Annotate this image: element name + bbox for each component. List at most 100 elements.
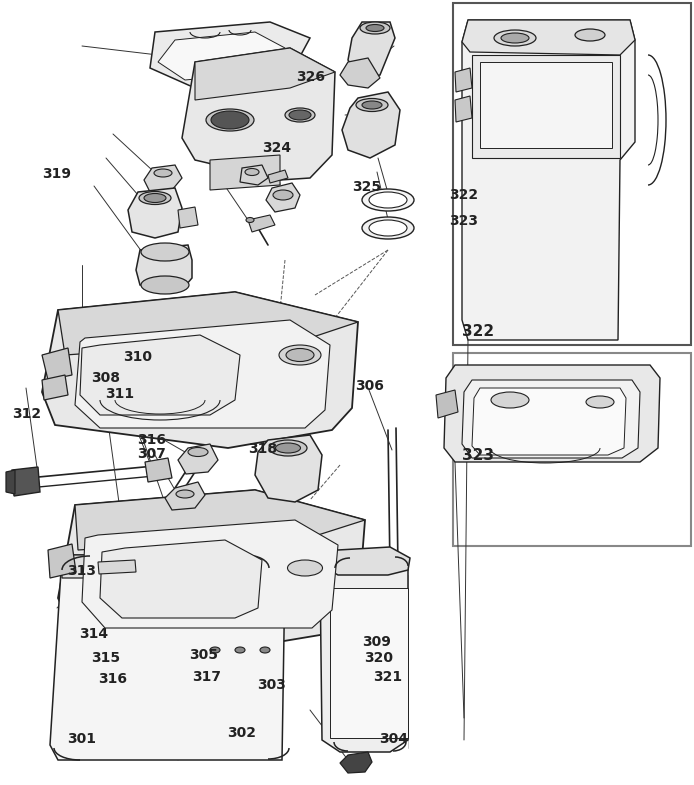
Polygon shape (80, 335, 240, 415)
Polygon shape (455, 68, 472, 92)
Polygon shape (58, 490, 365, 650)
Polygon shape (6, 470, 15, 494)
Text: 302: 302 (227, 726, 256, 740)
Ellipse shape (285, 108, 315, 122)
Ellipse shape (246, 217, 254, 222)
Polygon shape (50, 555, 285, 760)
Polygon shape (268, 170, 288, 183)
Polygon shape (128, 188, 182, 238)
Ellipse shape (276, 443, 301, 453)
Text: 323: 323 (449, 214, 478, 228)
Ellipse shape (501, 33, 529, 43)
Polygon shape (182, 48, 335, 180)
Ellipse shape (366, 24, 384, 31)
Ellipse shape (154, 169, 172, 177)
Text: 319: 319 (42, 167, 71, 181)
Ellipse shape (286, 349, 314, 362)
Ellipse shape (279, 345, 321, 365)
Polygon shape (348, 22, 395, 80)
Polygon shape (472, 388, 626, 455)
Text: 321: 321 (373, 670, 402, 684)
Polygon shape (165, 482, 205, 510)
Ellipse shape (356, 98, 388, 111)
Polygon shape (62, 555, 285, 578)
Bar (453, 3, 691, 345)
Ellipse shape (206, 109, 254, 131)
Polygon shape (150, 22, 310, 88)
Polygon shape (42, 375, 68, 400)
Ellipse shape (211, 111, 249, 129)
Polygon shape (472, 55, 620, 158)
Text: 317: 317 (192, 670, 221, 684)
Ellipse shape (188, 447, 208, 457)
Text: 301: 301 (67, 732, 96, 747)
Ellipse shape (287, 560, 323, 576)
Text: 320: 320 (364, 651, 393, 665)
Text: 322: 322 (449, 188, 478, 202)
Ellipse shape (362, 101, 382, 109)
Polygon shape (248, 215, 275, 232)
Polygon shape (178, 207, 198, 228)
Ellipse shape (141, 243, 189, 261)
Text: 325: 325 (352, 180, 381, 194)
Polygon shape (210, 155, 280, 190)
Ellipse shape (575, 29, 605, 41)
Polygon shape (178, 444, 218, 474)
Polygon shape (58, 292, 358, 355)
Ellipse shape (176, 490, 194, 498)
Polygon shape (136, 245, 192, 285)
Text: 306: 306 (355, 379, 384, 393)
Text: 311: 311 (105, 387, 134, 401)
Ellipse shape (273, 190, 293, 200)
Text: 322: 322 (462, 324, 494, 339)
Polygon shape (266, 183, 300, 212)
Text: 323: 323 (462, 447, 494, 462)
Ellipse shape (139, 192, 171, 205)
Polygon shape (340, 752, 372, 773)
Ellipse shape (369, 192, 407, 208)
Polygon shape (320, 547, 410, 575)
Text: 305: 305 (189, 648, 218, 663)
Text: 314: 314 (79, 627, 108, 641)
Ellipse shape (141, 276, 189, 294)
Ellipse shape (144, 193, 166, 203)
Polygon shape (98, 560, 136, 574)
Ellipse shape (260, 647, 270, 653)
Polygon shape (42, 292, 358, 448)
Polygon shape (320, 555, 408, 752)
Polygon shape (436, 390, 458, 418)
Polygon shape (42, 348, 72, 380)
Ellipse shape (269, 440, 307, 456)
Polygon shape (330, 588, 408, 738)
Ellipse shape (586, 396, 614, 408)
Polygon shape (144, 165, 182, 192)
Text: 316: 316 (98, 672, 127, 686)
Text: 309: 309 (362, 635, 391, 649)
Text: 307: 307 (137, 447, 166, 461)
Text: 303: 303 (257, 677, 287, 692)
Ellipse shape (491, 392, 529, 408)
Ellipse shape (494, 30, 536, 46)
Polygon shape (462, 20, 635, 340)
Text: 315: 315 (92, 651, 121, 665)
Ellipse shape (369, 220, 407, 236)
Polygon shape (100, 540, 262, 618)
Text: 312: 312 (12, 407, 41, 422)
Polygon shape (12, 467, 40, 496)
Polygon shape (145, 458, 172, 482)
Ellipse shape (210, 647, 220, 653)
Polygon shape (462, 20, 635, 55)
Ellipse shape (362, 217, 414, 239)
Ellipse shape (360, 22, 390, 34)
Polygon shape (255, 435, 322, 502)
Ellipse shape (362, 189, 414, 211)
Polygon shape (158, 32, 285, 80)
Text: 313: 313 (67, 564, 96, 579)
Polygon shape (48, 544, 76, 578)
Polygon shape (340, 58, 380, 88)
Polygon shape (75, 490, 365, 550)
Polygon shape (195, 48, 335, 100)
Bar (453, 353, 691, 546)
Polygon shape (82, 520, 338, 628)
Text: 304: 304 (379, 732, 408, 747)
